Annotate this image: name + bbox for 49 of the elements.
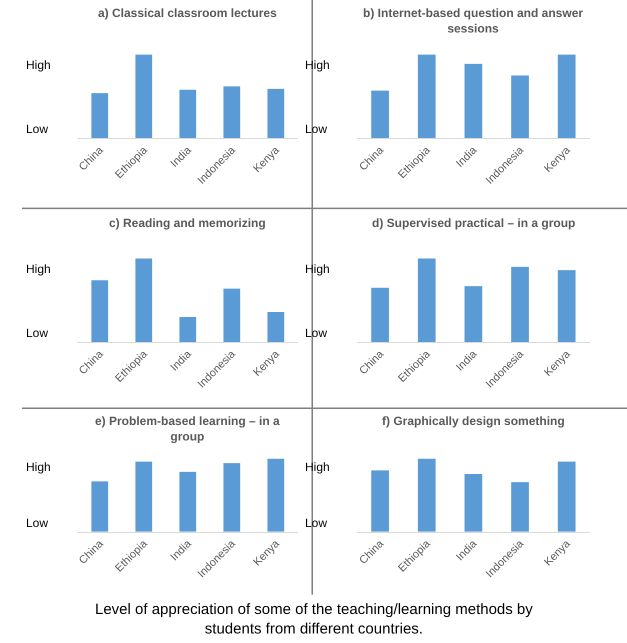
text: Low: [305, 326, 328, 340]
bar: [135, 54, 152, 138]
bar: [179, 472, 196, 532]
bar: [558, 462, 576, 532]
bar: [267, 312, 284, 342]
chart-title: f) Graphically design something: [382, 414, 565, 428]
text: High: [305, 460, 330, 474]
text: Low: [305, 122, 328, 136]
text: Level of appreciation of some of the teaching/learning methods by students from different countries.: [95, 601, 534, 638]
bar: [418, 54, 436, 138]
bar: [511, 482, 529, 532]
bar: [91, 481, 108, 532]
text: Low: [305, 516, 328, 530]
bar: [418, 258, 436, 342]
bar: [371, 470, 389, 532]
bar: [179, 316, 196, 342]
text: Low: [26, 326, 48, 340]
text: High: [26, 262, 51, 276]
bar: [91, 280, 108, 342]
chart-title: b) Internet-based question and answer sessions: [363, 6, 584, 36]
bar: [371, 90, 389, 138]
bar: [464, 64, 482, 138]
text: Low: [26, 122, 48, 136]
bar: [267, 88, 284, 138]
bar: [371, 288, 389, 342]
text: High: [26, 58, 51, 72]
chart-title: e) Problem-based learning – in a group: [95, 414, 280, 444]
chart-title: a) Classical classroom lectures: [98, 6, 278, 20]
bar: [267, 458, 284, 532]
bar: [135, 462, 152, 532]
bar: [511, 266, 529, 342]
bar: [135, 258, 152, 342]
chart-title: d) Supervised practical – in a group: [372, 216, 576, 230]
text: High: [305, 58, 330, 72]
text: Low: [26, 516, 48, 530]
bar: [179, 90, 196, 138]
bar: [464, 286, 482, 342]
bar: [558, 270, 576, 342]
bar: [223, 86, 240, 138]
bar: [91, 93, 108, 138]
bar: [223, 288, 240, 342]
bar: [558, 54, 576, 138]
text: High: [305, 262, 330, 276]
bar: [511, 76, 529, 138]
bar: [464, 474, 482, 532]
bar: [223, 463, 240, 532]
chart-title: c) Reading and memorizing: [109, 216, 266, 230]
text: High: [26, 460, 51, 474]
bar: [418, 458, 436, 532]
